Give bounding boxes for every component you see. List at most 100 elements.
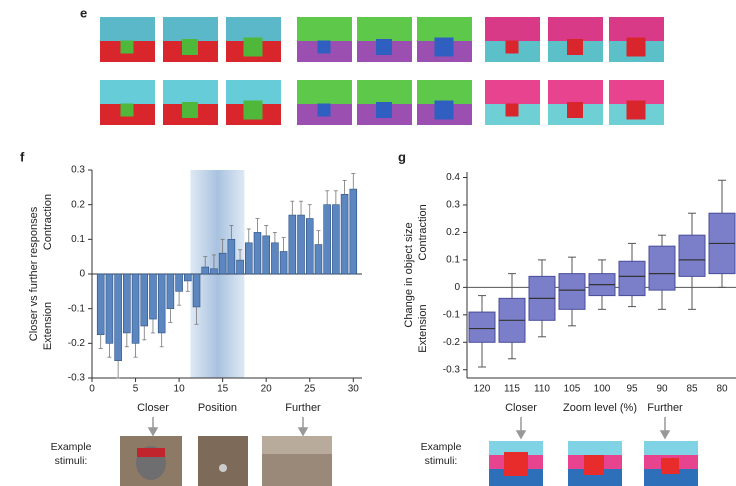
stimulus-cube (243, 37, 263, 57)
bar (323, 204, 331, 275)
y-tick-label: 0.2 (446, 227, 460, 238)
annotation: Closer (137, 402, 169, 414)
x-tick-label: 120 (474, 384, 491, 395)
x-tick-label: 10 (174, 384, 186, 395)
stimulus-cube (434, 37, 454, 57)
box (468, 311, 496, 343)
stimulus-cube (434, 100, 454, 120)
upper-label: Contraction (417, 204, 429, 260)
x-tick-label: 105 (564, 384, 581, 395)
stimulus-cube (182, 39, 198, 55)
x-tick-label: 20 (261, 384, 273, 395)
bar (192, 273, 201, 308)
x-tick-label: 115 (504, 384, 520, 395)
y-tick-label: 0.1 (446, 255, 460, 266)
box (678, 234, 706, 277)
y-axis-label: Closer vs further responses (28, 206, 40, 341)
bar (140, 273, 149, 327)
x-tick-label: 30 (348, 384, 360, 395)
bar (166, 273, 175, 309)
stimulus-cube (120, 40, 134, 54)
annotation: Further (647, 402, 683, 414)
bar (210, 268, 218, 275)
bar (314, 244, 323, 275)
bar (175, 273, 183, 292)
y-tick-label: -0.1 (443, 309, 461, 320)
stimulus-images (489, 441, 698, 486)
bar (105, 273, 114, 344)
x-tick-label: 85 (686, 384, 698, 395)
bar (340, 193, 349, 275)
x-axis-label: Zoom level (%) (563, 402, 637, 414)
bar (271, 242, 279, 275)
x-tick-label: 90 (656, 384, 668, 395)
stimulus-cube (505, 103, 519, 117)
bar (96, 273, 105, 335)
panel-label: f (20, 149, 25, 164)
y-tick-label: -0.2 (443, 337, 461, 348)
bar (184, 273, 192, 282)
stimulus-cube (567, 102, 583, 118)
stimulus-cube (626, 100, 646, 120)
bar (149, 273, 157, 320)
upper-label: Contraction (42, 194, 54, 250)
x-tick-label: 100 (594, 384, 611, 395)
lower-label: Extension (417, 304, 429, 352)
lower-label: Extension (42, 302, 54, 350)
y-tick-label: 0.2 (71, 199, 85, 210)
annotation: Closer (505, 402, 537, 414)
panel-label: e (80, 5, 87, 20)
annotation: Further (285, 402, 321, 414)
y-tick-label: -0.3 (443, 364, 461, 375)
stimulus-cube (626, 37, 646, 57)
stimulus-photos (120, 436, 332, 486)
stimulus-cube (317, 40, 331, 54)
stimulus-cube (243, 100, 263, 120)
stimuli-label: Example stimuli: (50, 441, 92, 467)
x-tick-label: 25 (304, 384, 316, 395)
bar (227, 239, 236, 275)
stimulus-cube (182, 102, 198, 118)
bar (157, 273, 166, 334)
box (648, 245, 676, 291)
bar (253, 232, 262, 275)
y-axis-label: Change in object size (403, 222, 415, 327)
x-tick-label: 80 (716, 384, 728, 395)
bar (349, 188, 358, 275)
panel-label: g (398, 149, 406, 164)
y-tick-label: 0 (79, 269, 85, 280)
bar (123, 273, 131, 334)
bar (114, 273, 122, 361)
bar (288, 214, 297, 275)
y-tick-label: 0.1 (71, 234, 85, 245)
stimulus-cube (567, 39, 583, 55)
y-tick-label: -0.1 (68, 303, 86, 314)
bar (236, 259, 244, 275)
y-tick-label: -0.3 (68, 373, 86, 384)
bar (131, 273, 140, 344)
bar (279, 251, 288, 275)
arrows (147, 417, 671, 440)
x-tick-label: 15 (217, 384, 229, 395)
stimulus-cube (376, 39, 392, 55)
x-tick-label: 110 (534, 384, 550, 395)
y-tick-label: 0 (454, 282, 460, 293)
box (558, 273, 586, 310)
y-tick-label: 0.3 (446, 200, 460, 211)
stimulus-cube (120, 103, 134, 117)
x-tick-label: 5 (133, 384, 139, 395)
x-tick-label: 95 (626, 384, 638, 395)
bar (218, 252, 227, 275)
bar (332, 204, 340, 275)
y-tick-label: 0.4 (446, 172, 460, 183)
y-tick-label: -0.2 (68, 338, 86, 349)
box (618, 260, 646, 297)
stimuli-label: Example stimuli: (420, 441, 462, 467)
stimulus-cube (317, 103, 331, 117)
bar (297, 214, 305, 275)
stimulus-cube (376, 102, 392, 118)
bar (305, 218, 314, 275)
x-tick-label: 0 (89, 384, 95, 395)
